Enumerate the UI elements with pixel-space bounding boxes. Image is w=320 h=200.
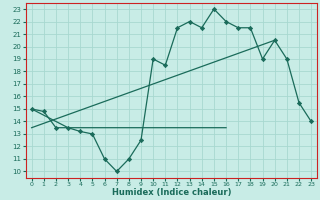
- X-axis label: Humidex (Indice chaleur): Humidex (Indice chaleur): [112, 188, 231, 197]
